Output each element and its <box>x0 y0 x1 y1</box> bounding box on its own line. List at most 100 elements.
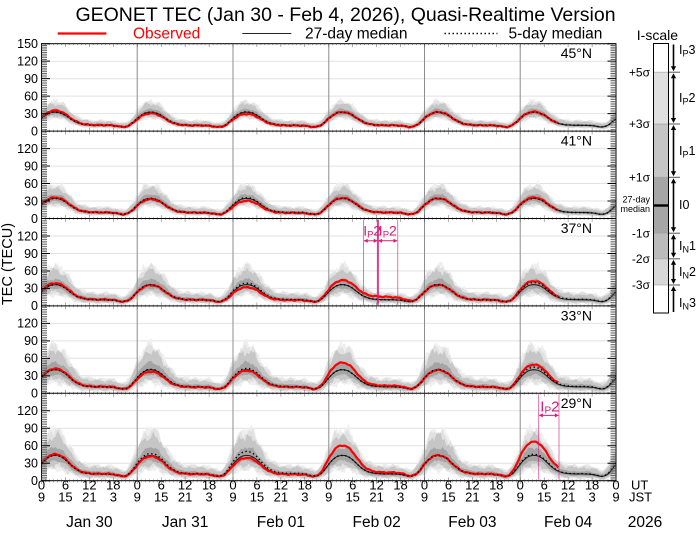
svg-text:6: 6 <box>158 478 165 493</box>
svg-text:15: 15 <box>441 490 455 505</box>
svg-text:18: 18 <box>393 478 407 493</box>
svg-text:Feb 02: Feb 02 <box>352 514 400 531</box>
svg-text:0: 0 <box>31 387 38 401</box>
svg-text:18: 18 <box>106 478 120 493</box>
svg-text:9: 9 <box>612 490 619 505</box>
svg-text:3: 3 <box>493 490 500 505</box>
svg-text:UT: UT <box>631 478 648 493</box>
svg-text:30: 30 <box>24 369 38 383</box>
svg-text:15: 15 <box>154 490 168 505</box>
svg-text:30: 30 <box>24 282 38 296</box>
svg-text:+3σ: +3σ <box>629 117 651 131</box>
svg-text:12: 12 <box>369 478 383 493</box>
svg-text:15: 15 <box>58 490 72 505</box>
svg-text:Jan 31: Jan 31 <box>162 514 209 531</box>
svg-text:12: 12 <box>465 478 479 493</box>
svg-text:-1σ: -1σ <box>632 226 651 240</box>
svg-text:0: 0 <box>38 478 45 493</box>
svg-text:I0: I0 <box>679 198 689 212</box>
svg-text:6: 6 <box>253 478 260 493</box>
svg-text:60: 60 <box>24 352 38 366</box>
svg-text:Feb 01: Feb 01 <box>257 514 305 531</box>
svg-text:0: 0 <box>31 212 38 226</box>
svg-text:JST: JST <box>629 490 652 505</box>
svg-text:6: 6 <box>541 478 548 493</box>
svg-text:0: 0 <box>325 478 332 493</box>
svg-text:median: median <box>620 204 650 214</box>
svg-text:0: 0 <box>31 474 38 488</box>
svg-text:0: 0 <box>134 478 141 493</box>
svg-text:Feb 04: Feb 04 <box>544 514 593 531</box>
svg-text:90: 90 <box>24 159 38 173</box>
svg-text:0: 0 <box>229 478 236 493</box>
svg-text:5-day median: 5-day median <box>509 26 603 43</box>
svg-text:33°N: 33°N <box>561 307 592 323</box>
svg-text:2026: 2026 <box>628 514 662 531</box>
svg-text:9: 9 <box>38 490 45 505</box>
svg-text:18: 18 <box>585 478 599 493</box>
svg-text:+1σ: +1σ <box>629 171 651 185</box>
svg-text:0: 0 <box>31 299 38 313</box>
svg-text:21: 21 <box>274 490 288 505</box>
svg-text:21: 21 <box>369 490 383 505</box>
svg-text:12: 12 <box>561 478 575 493</box>
svg-text:30: 30 <box>24 457 38 471</box>
svg-text:41°N: 41°N <box>561 133 592 149</box>
svg-text:12: 12 <box>178 478 192 493</box>
svg-text:3: 3 <box>205 490 212 505</box>
svg-text:18: 18 <box>298 478 312 493</box>
svg-text:21: 21 <box>82 490 96 505</box>
svg-text:-2σ: -2σ <box>632 252 651 266</box>
svg-text:21: 21 <box>561 490 575 505</box>
svg-text:60: 60 <box>24 439 38 453</box>
svg-text:90: 90 <box>24 72 38 86</box>
svg-text:3: 3 <box>397 490 404 505</box>
svg-text:15: 15 <box>537 490 551 505</box>
svg-text:0: 0 <box>31 124 38 138</box>
svg-text:18: 18 <box>202 478 216 493</box>
svg-text:60: 60 <box>24 89 38 103</box>
svg-text:12: 12 <box>274 478 288 493</box>
svg-text:-3σ: -3σ <box>632 278 651 292</box>
svg-text:Jan 30: Jan 30 <box>66 514 113 531</box>
svg-text:45°N: 45°N <box>561 45 592 61</box>
svg-text:+5σ: +5σ <box>629 65 651 79</box>
svg-text:15: 15 <box>345 490 359 505</box>
svg-text:18: 18 <box>489 478 503 493</box>
svg-text:9: 9 <box>421 490 428 505</box>
svg-text:37°N: 37°N <box>561 220 592 236</box>
svg-text:9: 9 <box>517 490 524 505</box>
svg-text:6: 6 <box>445 478 452 493</box>
svg-text:9: 9 <box>325 490 332 505</box>
svg-text:3: 3 <box>110 490 117 505</box>
svg-text:12: 12 <box>82 478 96 493</box>
svg-text:150: 150 <box>17 37 38 51</box>
svg-text:3: 3 <box>301 490 308 505</box>
svg-text:27-day median: 27-day median <box>305 26 408 43</box>
svg-text:0: 0 <box>421 478 428 493</box>
svg-text:21: 21 <box>178 490 192 505</box>
svg-text:29°N: 29°N <box>561 395 592 411</box>
svg-text:0: 0 <box>517 478 524 493</box>
svg-text:90: 90 <box>24 247 38 261</box>
svg-text:GEONET TEC (Jan 30 - Feb 4, 20: GEONET TEC (Jan 30 - Feb 4, 2026), Quasi… <box>75 4 615 26</box>
svg-text:120: 120 <box>17 317 38 331</box>
svg-text:6: 6 <box>62 478 69 493</box>
svg-text:90: 90 <box>24 334 38 348</box>
svg-text:9: 9 <box>134 490 141 505</box>
svg-text:60: 60 <box>24 264 38 278</box>
svg-text:Feb 03: Feb 03 <box>448 514 496 531</box>
svg-text:120: 120 <box>17 142 38 156</box>
svg-text:30: 30 <box>24 107 38 121</box>
svg-text:120: 120 <box>17 54 38 68</box>
svg-text:3: 3 <box>588 490 595 505</box>
svg-text:60: 60 <box>24 177 38 191</box>
svg-text:I-scale: I-scale <box>637 27 678 43</box>
svg-text:TEC (TECU): TEC (TECU) <box>0 223 16 305</box>
svg-text:120: 120 <box>17 404 38 418</box>
svg-text:21: 21 <box>465 490 479 505</box>
svg-text:6: 6 <box>349 478 356 493</box>
svg-text:90: 90 <box>24 422 38 436</box>
svg-text:Observed: Observed <box>133 26 200 43</box>
svg-text:9: 9 <box>229 490 236 505</box>
